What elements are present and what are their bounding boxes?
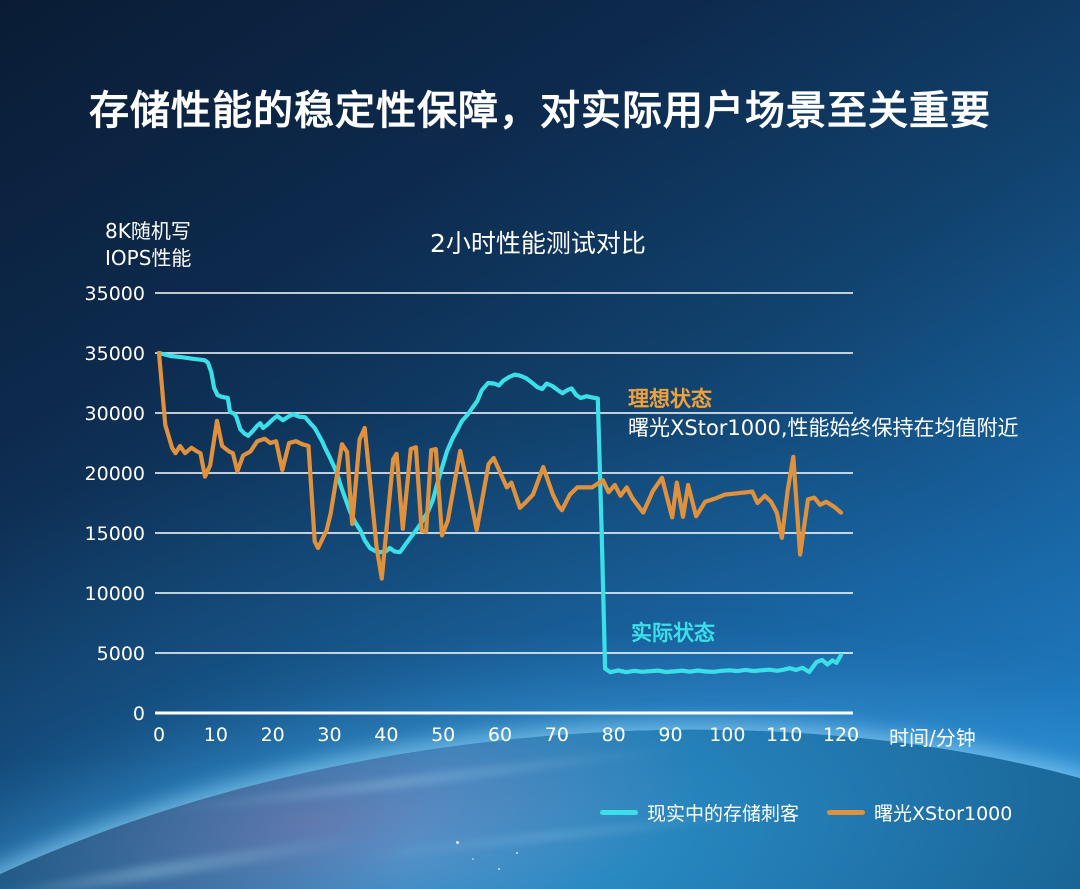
x-tick-label: 30	[317, 724, 341, 746]
star-dot	[516, 852, 518, 854]
y-tick-label: 15000	[85, 523, 145, 545]
y-tick-label: 30000	[85, 403, 145, 425]
y-tick-label: 10000	[85, 583, 145, 605]
star-dot	[472, 858, 474, 860]
x-tick-label: 0	[153, 724, 165, 746]
y-tick-label: 5000	[97, 643, 145, 665]
x-tick-label: 120	[823, 724, 859, 746]
x-tick-label: 40	[374, 724, 398, 746]
x-tick-label: 20	[261, 724, 285, 746]
x-tick-label: 60	[488, 724, 512, 746]
star-dot	[456, 841, 459, 844]
legend-swatch-real	[600, 810, 638, 815]
page-title: 存储性能的稳定性保障，对实际用户场景至关重要	[89, 88, 991, 134]
ideal-state-label: 理想状态	[628, 387, 712, 411]
legend-item-xstor: 曙光XStor1000	[827, 799, 1012, 826]
x-tick-label: 70	[545, 724, 569, 746]
x-tick-label: 100	[709, 724, 745, 746]
x-tick-label: 80	[602, 724, 626, 746]
series-line-xstor1000	[156, 350, 844, 581]
x-tick-label: 50	[431, 724, 455, 746]
legend-item-real: 现实中的存储刺客	[600, 799, 799, 826]
chart-title: 2小时性能测试对比	[430, 229, 646, 258]
star-dot	[498, 868, 500, 870]
y-tick-label: 35000	[85, 283, 145, 305]
y-axis-label-line1: 8K随机写	[105, 219, 191, 243]
legend: 现实中的存储刺客 曙光XStor1000	[600, 799, 1012, 826]
x-tick-label: 90	[658, 724, 682, 746]
y-tick-label: 0	[133, 703, 145, 725]
legend-label-real: 现实中的存储刺客	[647, 803, 800, 825]
y-tick-label: 20000	[85, 463, 145, 485]
y-axis-label: 8K随机写 IOPS性能	[105, 218, 191, 272]
ideal-state-desc: 曙光XStor1000,性能始终保持在均值附近	[628, 416, 1019, 440]
x-tick-label: 110	[766, 724, 802, 746]
actual-state-label: 实际状态	[631, 621, 715, 645]
series-line-real-assassin	[156, 350, 844, 675]
y-tick-label: 35000	[85, 343, 145, 365]
x-axis-unit-label: 时间/分钟	[889, 726, 976, 750]
x-tick-label: 10	[204, 724, 228, 746]
y-axis-label-line2: IOPS性能	[105, 246, 192, 270]
legend-swatch-xstor	[827, 810, 866, 815]
legend-label-xstor: 曙光XStor1000	[874, 803, 1013, 825]
